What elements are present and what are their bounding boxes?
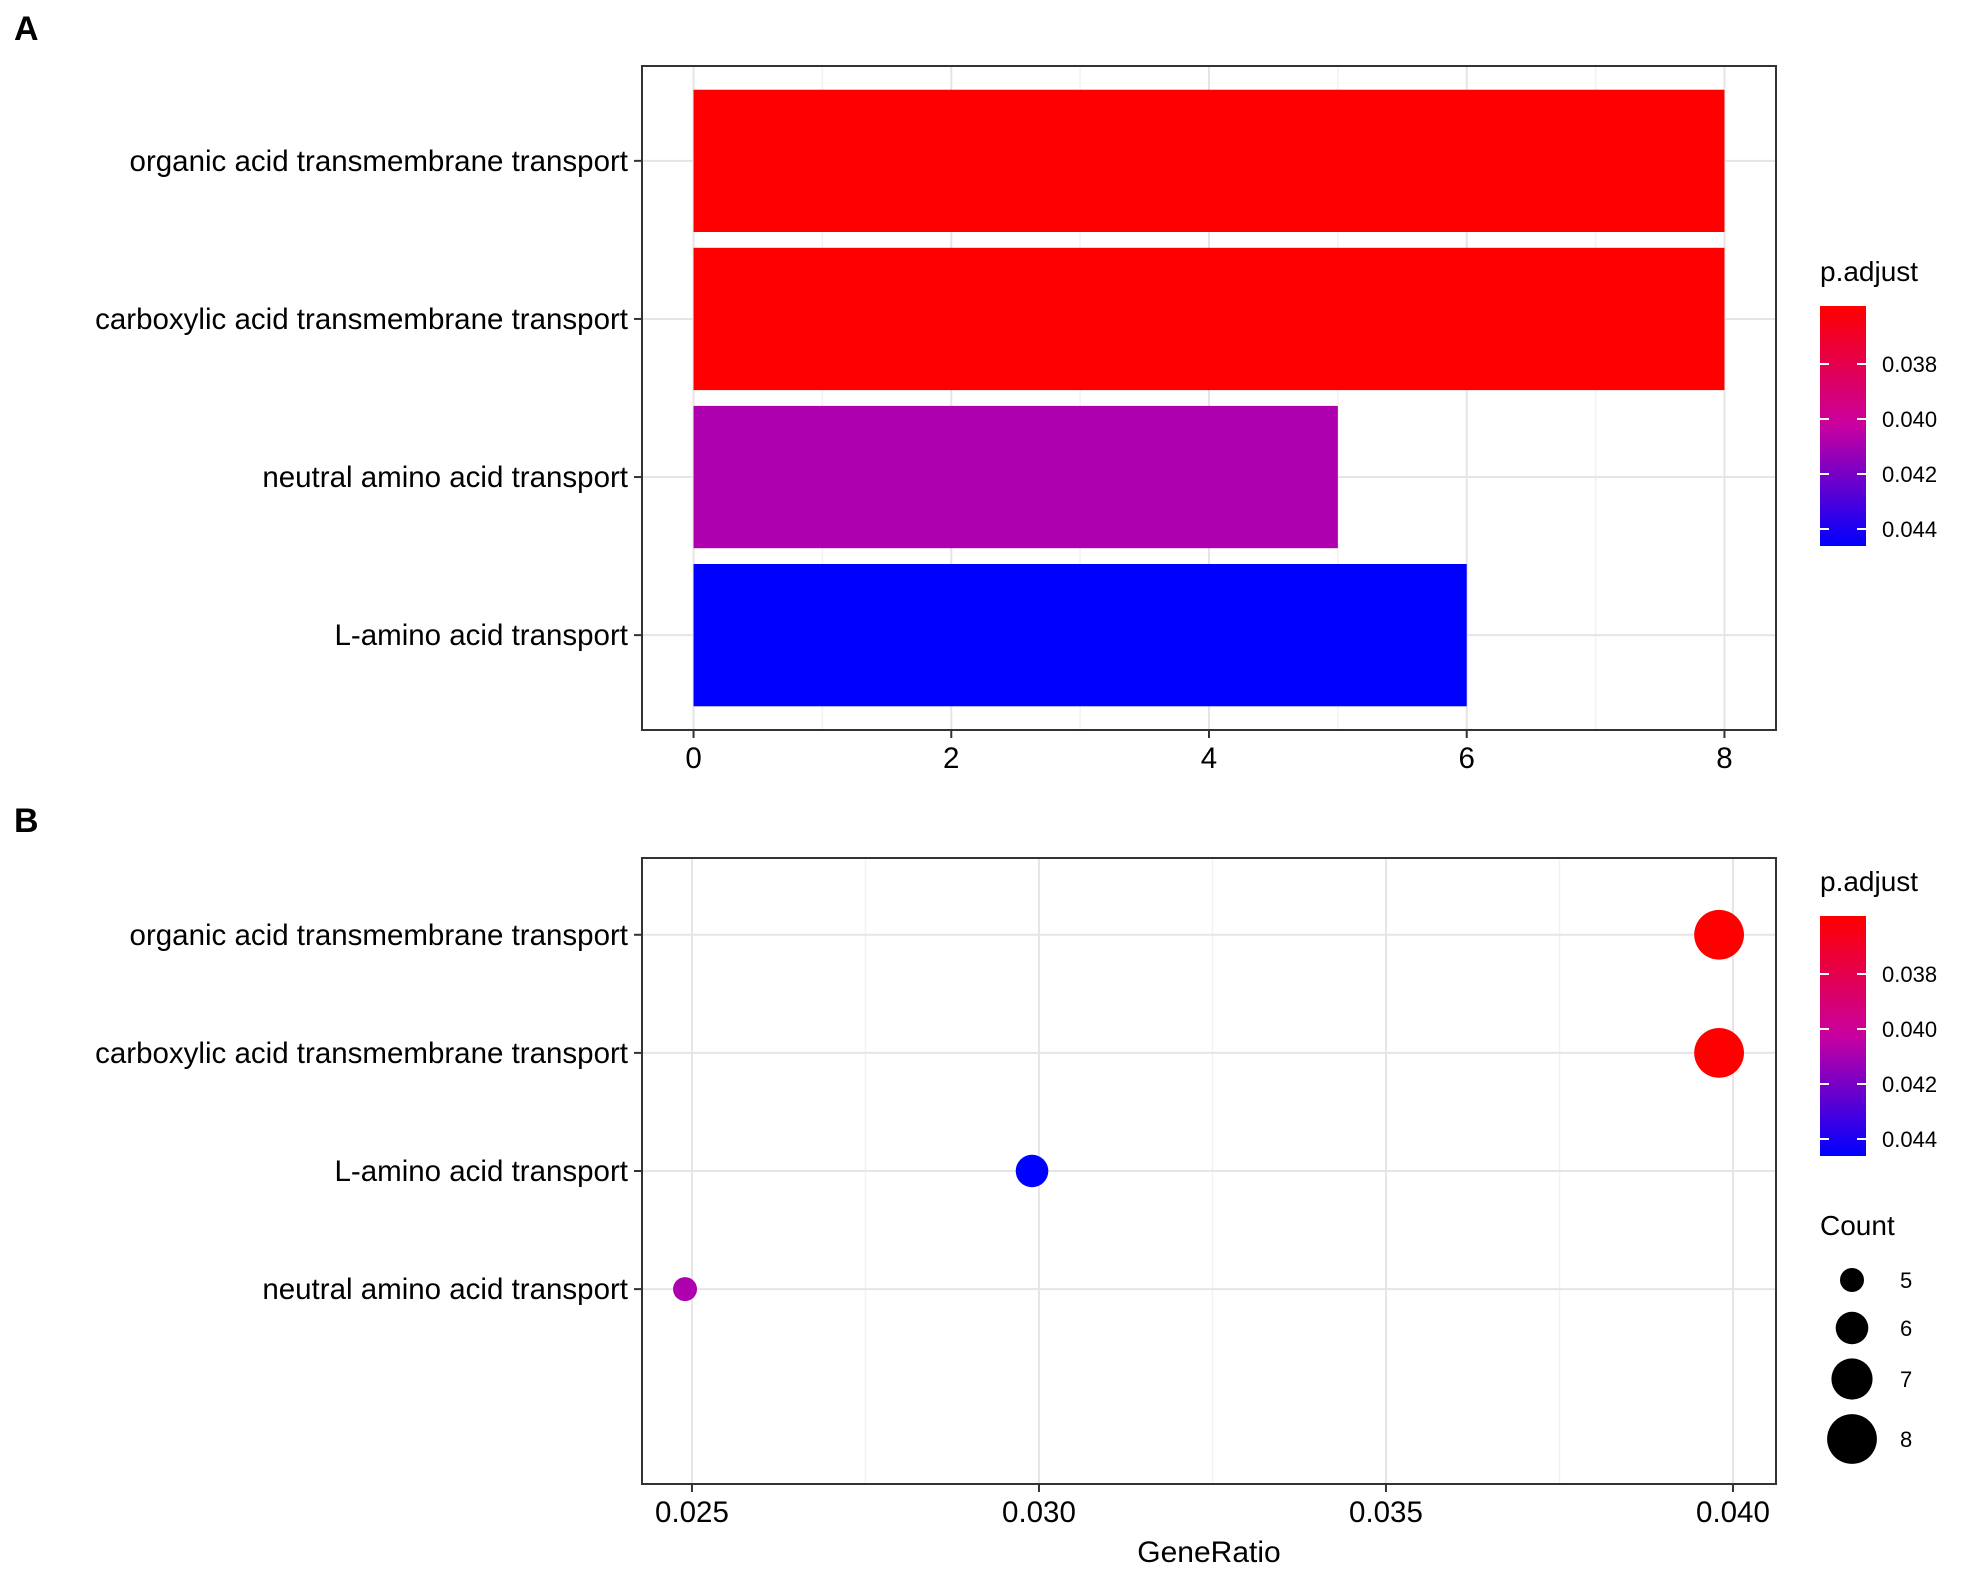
- count-legend-label: 6: [1900, 1316, 1912, 1341]
- category-label: carboxylic acid transmembrane transport: [95, 303, 628, 336]
- x-tick-label: 2: [943, 742, 959, 775]
- bar: [693, 405, 1338, 549]
- panel-a-legend-colorbar: [1820, 306, 1866, 546]
- panel-a-legend-title: p.adjust: [1820, 256, 1918, 287]
- panel-a-label: A: [14, 10, 39, 48]
- x-tick-label: 0.025: [655, 1496, 729, 1529]
- count-legend-label: 7: [1900, 1367, 1912, 1392]
- count-legend-dot: [1827, 1414, 1877, 1464]
- data-point: [1015, 1154, 1049, 1188]
- panel-a-legend-tick-label: 0.040: [1882, 407, 1937, 432]
- category-label: neutral amino acid transport: [262, 1273, 628, 1306]
- category-label: carboxylic acid transmembrane transport: [95, 1037, 628, 1070]
- category-label: organic acid transmembrane transport: [130, 145, 628, 178]
- category-label: L-amino acid transport: [334, 619, 628, 652]
- panel-a-legend-tick-label: 0.038: [1882, 352, 1937, 377]
- panel-b-label: B: [14, 802, 39, 840]
- bar: [693, 564, 1467, 707]
- category-label: organic acid transmembrane transport: [130, 919, 628, 952]
- panel-a-legend-tick-label: 0.042: [1882, 462, 1937, 487]
- panel-b-legend-tick-label: 0.044: [1882, 1127, 1937, 1152]
- count-legend-dot: [1840, 1268, 1864, 1292]
- count-legend-label: 5: [1900, 1268, 1912, 1293]
- x-tick-label: 0.040: [1696, 1496, 1770, 1529]
- panel-b-legend-tick-label: 0.038: [1882, 962, 1937, 987]
- x-tick-label: 0.035: [1349, 1496, 1423, 1529]
- category-label: neutral amino acid transport: [262, 461, 628, 494]
- panel-b-legend-title: p.adjust: [1820, 866, 1918, 897]
- x-axis-title: GeneRatio: [1137, 1536, 1280, 1569]
- x-tick-label: 8: [1716, 742, 1732, 775]
- panel-b-legend-tick-label: 0.042: [1882, 1072, 1937, 1097]
- x-tick-label: 0.030: [1002, 1496, 1076, 1529]
- data-point: [673, 1277, 698, 1302]
- count-legend-label: 8: [1900, 1427, 1912, 1452]
- category-label: L-amino acid transport: [334, 1155, 628, 1188]
- count-legend-dot: [1835, 1311, 1869, 1345]
- data-point: [1694, 1027, 1744, 1078]
- panel-a-bar-chart: 0 2 4 6 8 organic acid transmembrane transpor…: [95, 65, 1937, 775]
- panel-b-dot-chart: 0.025 0.030 0.035 0.040 GeneRatio organic aci…: [95, 857, 1937, 1569]
- x-tick-label: 0: [685, 742, 701, 775]
- x-tick-label: 6: [1459, 742, 1475, 775]
- panel-a-legend-tick-label: 0.044: [1882, 517, 1937, 542]
- bar: [693, 89, 1725, 232]
- bar: [693, 247, 1725, 391]
- count-legend-dot: [1831, 1358, 1873, 1400]
- data-point: [1694, 909, 1744, 960]
- panel-b-legend-colorbar: [1820, 916, 1866, 1156]
- count-legend-title: Count: [1820, 1210, 1895, 1241]
- panel-b-legend-tick-label: 0.040: [1882, 1017, 1937, 1042]
- x-tick-label: 4: [1201, 742, 1217, 775]
